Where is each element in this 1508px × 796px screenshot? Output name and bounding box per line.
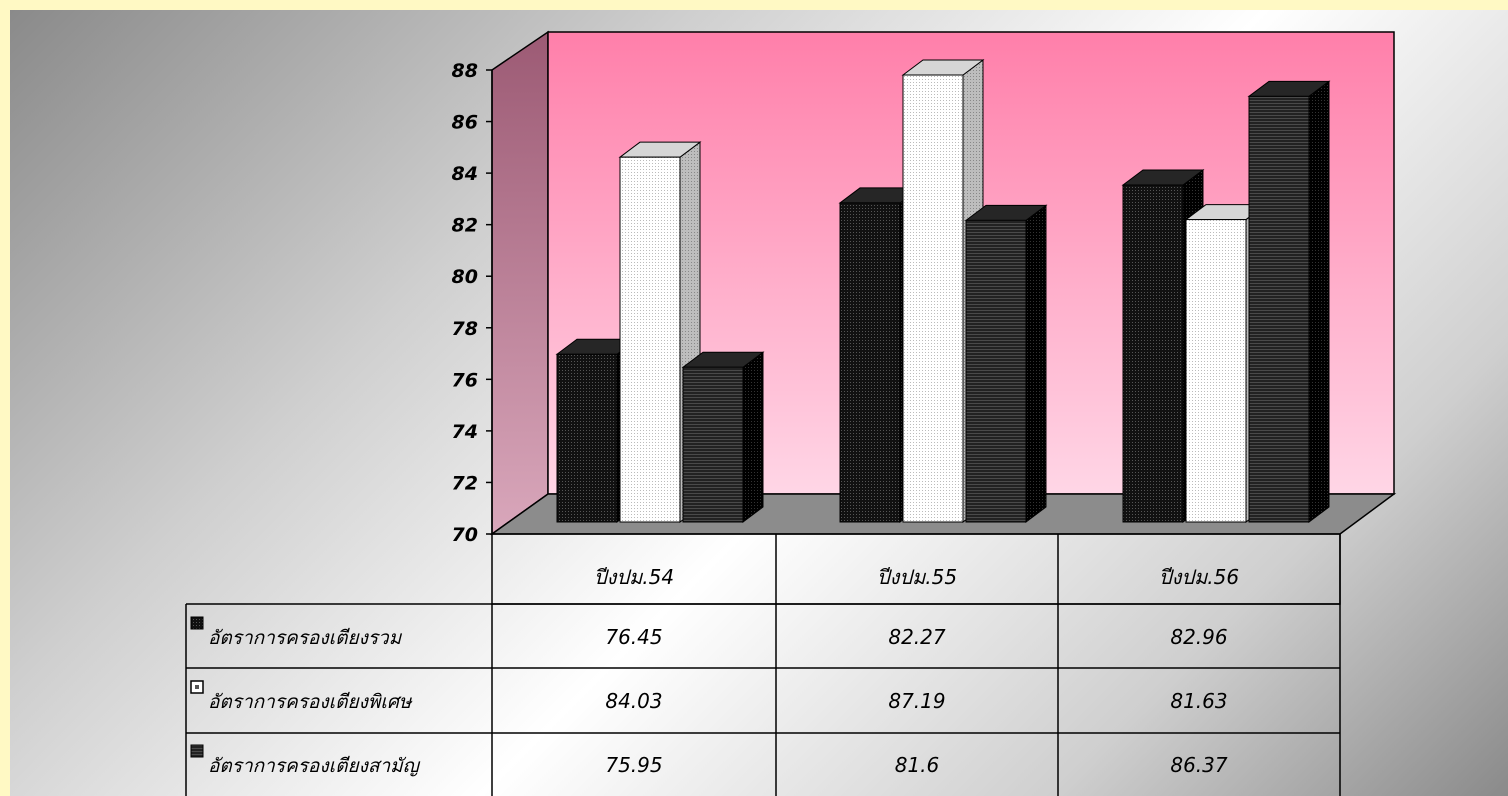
legend-key-general: [190, 744, 204, 758]
y-tick-label: 78: [452, 318, 478, 340]
table-value: 87.19: [888, 689, 945, 713]
y-tick-label: 88: [452, 60, 478, 82]
bar-front: [1248, 95, 1310, 523]
legend-key-total: [190, 616, 204, 630]
bar: [1247, 80, 1331, 523]
table-value: 84.03: [605, 689, 662, 713]
bar-front: [682, 366, 744, 523]
bar-front: [965, 219, 1027, 523]
bar-side: [1308, 80, 1330, 523]
y-tick-label: 76: [452, 369, 478, 391]
bar-chart-3d: 70 72 74 76 78 80 82 84 86 88 ปีงปม.54 ปีงปม.55 ป…: [185, 30, 1397, 796]
bar-front: [1185, 219, 1247, 523]
y-tick-label: 80: [452, 266, 478, 288]
series-label: อัตราการครองเตียงพิเศษ: [208, 691, 413, 713]
bar: [681, 351, 765, 523]
data-table: ปีงปม.54 ปีงปม.55 ปีงปม.56 อัตราการครองเ…: [185, 533, 1341, 796]
category-label: ปีงปม.55: [877, 565, 957, 589]
category-label: ปีงปม.56: [1159, 565, 1239, 589]
category-label: ปีงปม.54: [594, 565, 674, 589]
y-axis-ticks: 70 72 74 76 78 80 82 84 86 88: [452, 60, 492, 546]
legend-key-private-inner: [195, 685, 199, 689]
y-tick-label: 82: [452, 215, 478, 237]
table-value: 86.37: [1170, 753, 1228, 777]
bar-side: [1025, 204, 1047, 523]
table-value: 75.95: [605, 753, 662, 777]
y-tick-label: 72: [452, 472, 478, 494]
bar-front: [1122, 184, 1184, 523]
table-value: 82.27: [888, 625, 946, 649]
table-value: 81.63: [1170, 689, 1227, 713]
chart-side-wall: [491, 30, 549, 536]
bar-front: [556, 353, 618, 523]
series-label: อัตราการครองเตียงรวม: [208, 627, 403, 649]
table-value: 82.96: [1170, 625, 1227, 649]
bar: [964, 204, 1048, 523]
table-value: 76.45: [605, 625, 662, 649]
y-tick-label: 74: [452, 421, 478, 443]
y-tick-label: 70: [452, 524, 478, 546]
y-tick-label: 86: [452, 112, 478, 134]
bar-front: [902, 74, 964, 523]
bar-front: [619, 156, 681, 523]
bars: [555, 59, 1331, 523]
bar-front: [839, 202, 901, 523]
y-tick-label: 84: [452, 163, 478, 185]
bar-side: [742, 351, 764, 523]
series-label: อัตราการครองเตียงสามัญ: [208, 755, 421, 777]
table-value: 81.6: [895, 753, 940, 777]
slide-background: 70 72 74 76 78 80 82 84 86 88 ปีงปม.54 ปีงปม.55 ป…: [10, 10, 1508, 796]
